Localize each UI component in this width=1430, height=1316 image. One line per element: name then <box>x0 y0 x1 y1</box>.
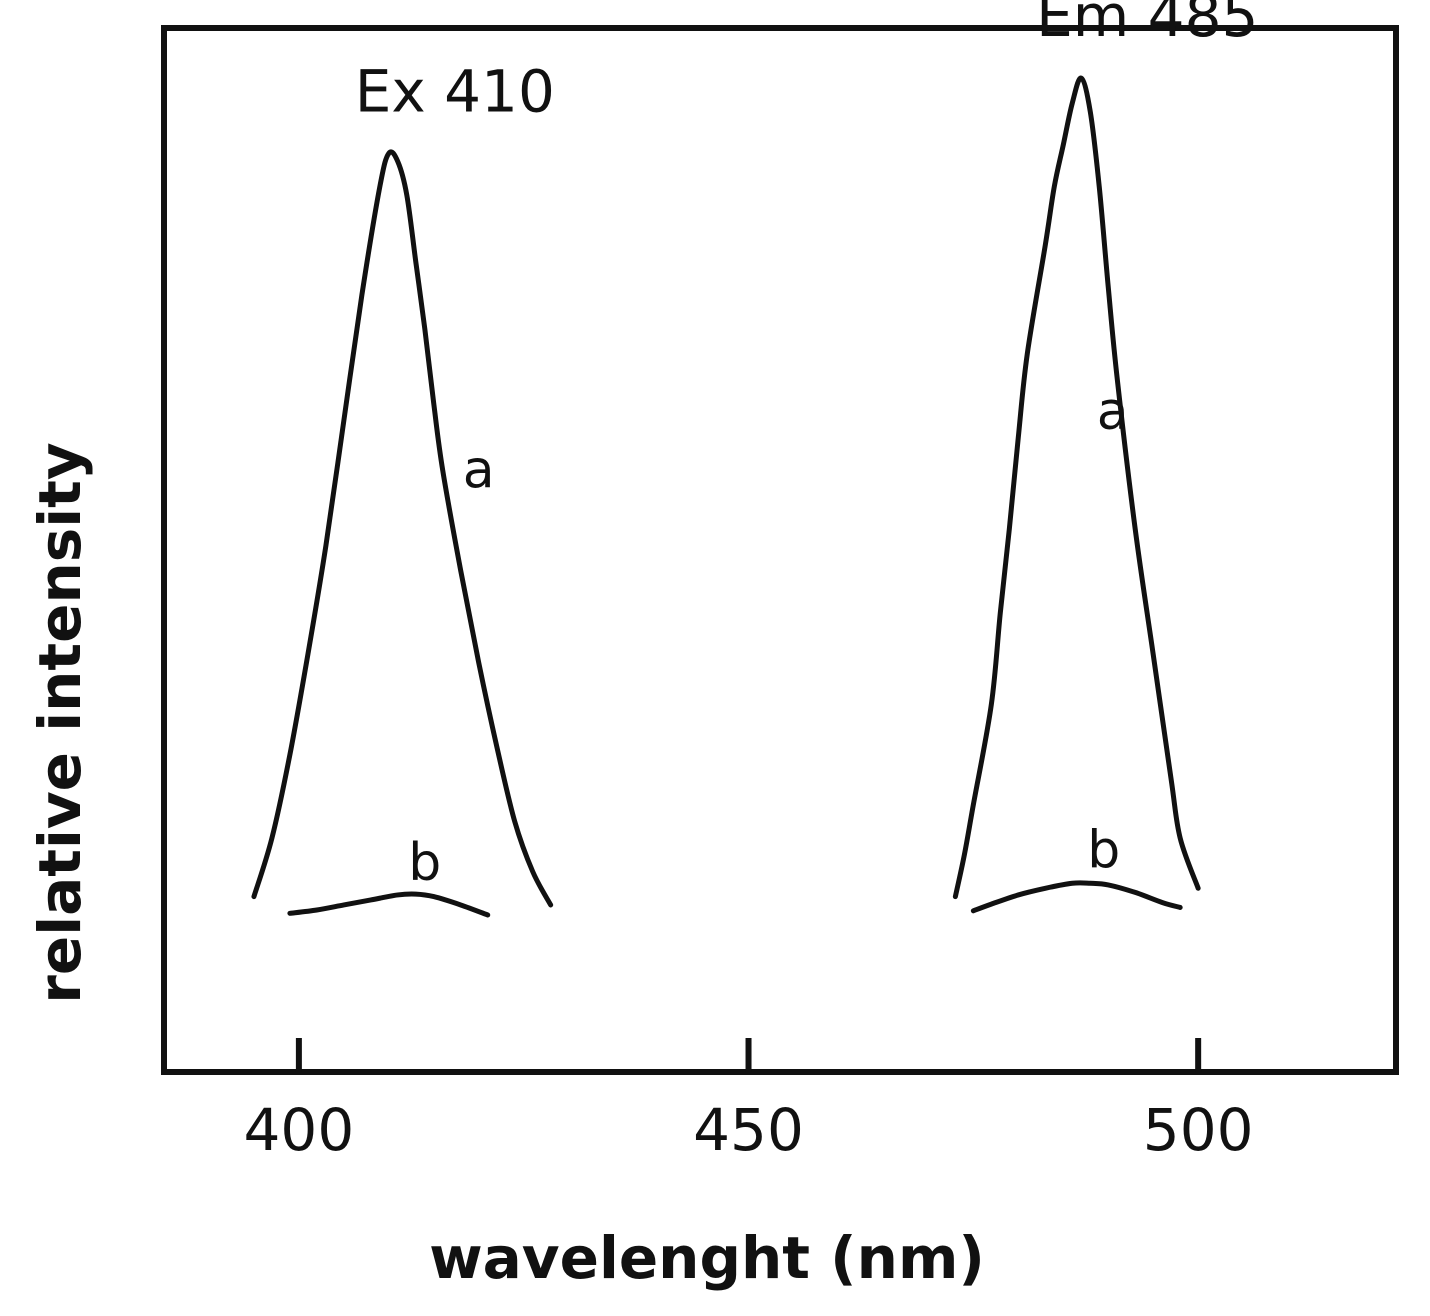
peak-label: Em 485 <box>1036 0 1258 50</box>
series-line-2 <box>952 75 1201 900</box>
curve-label-b: b <box>1087 820 1120 880</box>
x-tick-label: 500 <box>1143 1096 1254 1164</box>
x-tick-label: 400 <box>244 1096 355 1164</box>
series-line-0 <box>251 149 554 908</box>
peak-label: Ex 410 <box>355 57 555 125</box>
x-axis-title: wavelenght (nm) <box>429 1224 985 1292</box>
series-line-3 <box>970 880 1183 914</box>
x-tick-label: 450 <box>693 1096 804 1164</box>
series-line-1 <box>287 891 491 918</box>
x-axis-ticks: 400 450 500 <box>244 1038 1254 1164</box>
curve-label-b: b <box>408 833 441 893</box>
labels-layer: a Ex 410 b a Em 485 b <box>355 0 1259 893</box>
curve-label-a: a <box>1097 382 1129 442</box>
series-layer <box>251 75 1201 918</box>
curve-label-a: a <box>463 440 495 500</box>
y-axis-title: relative intensity <box>26 442 94 1003</box>
plot-frame <box>161 25 1399 1075</box>
